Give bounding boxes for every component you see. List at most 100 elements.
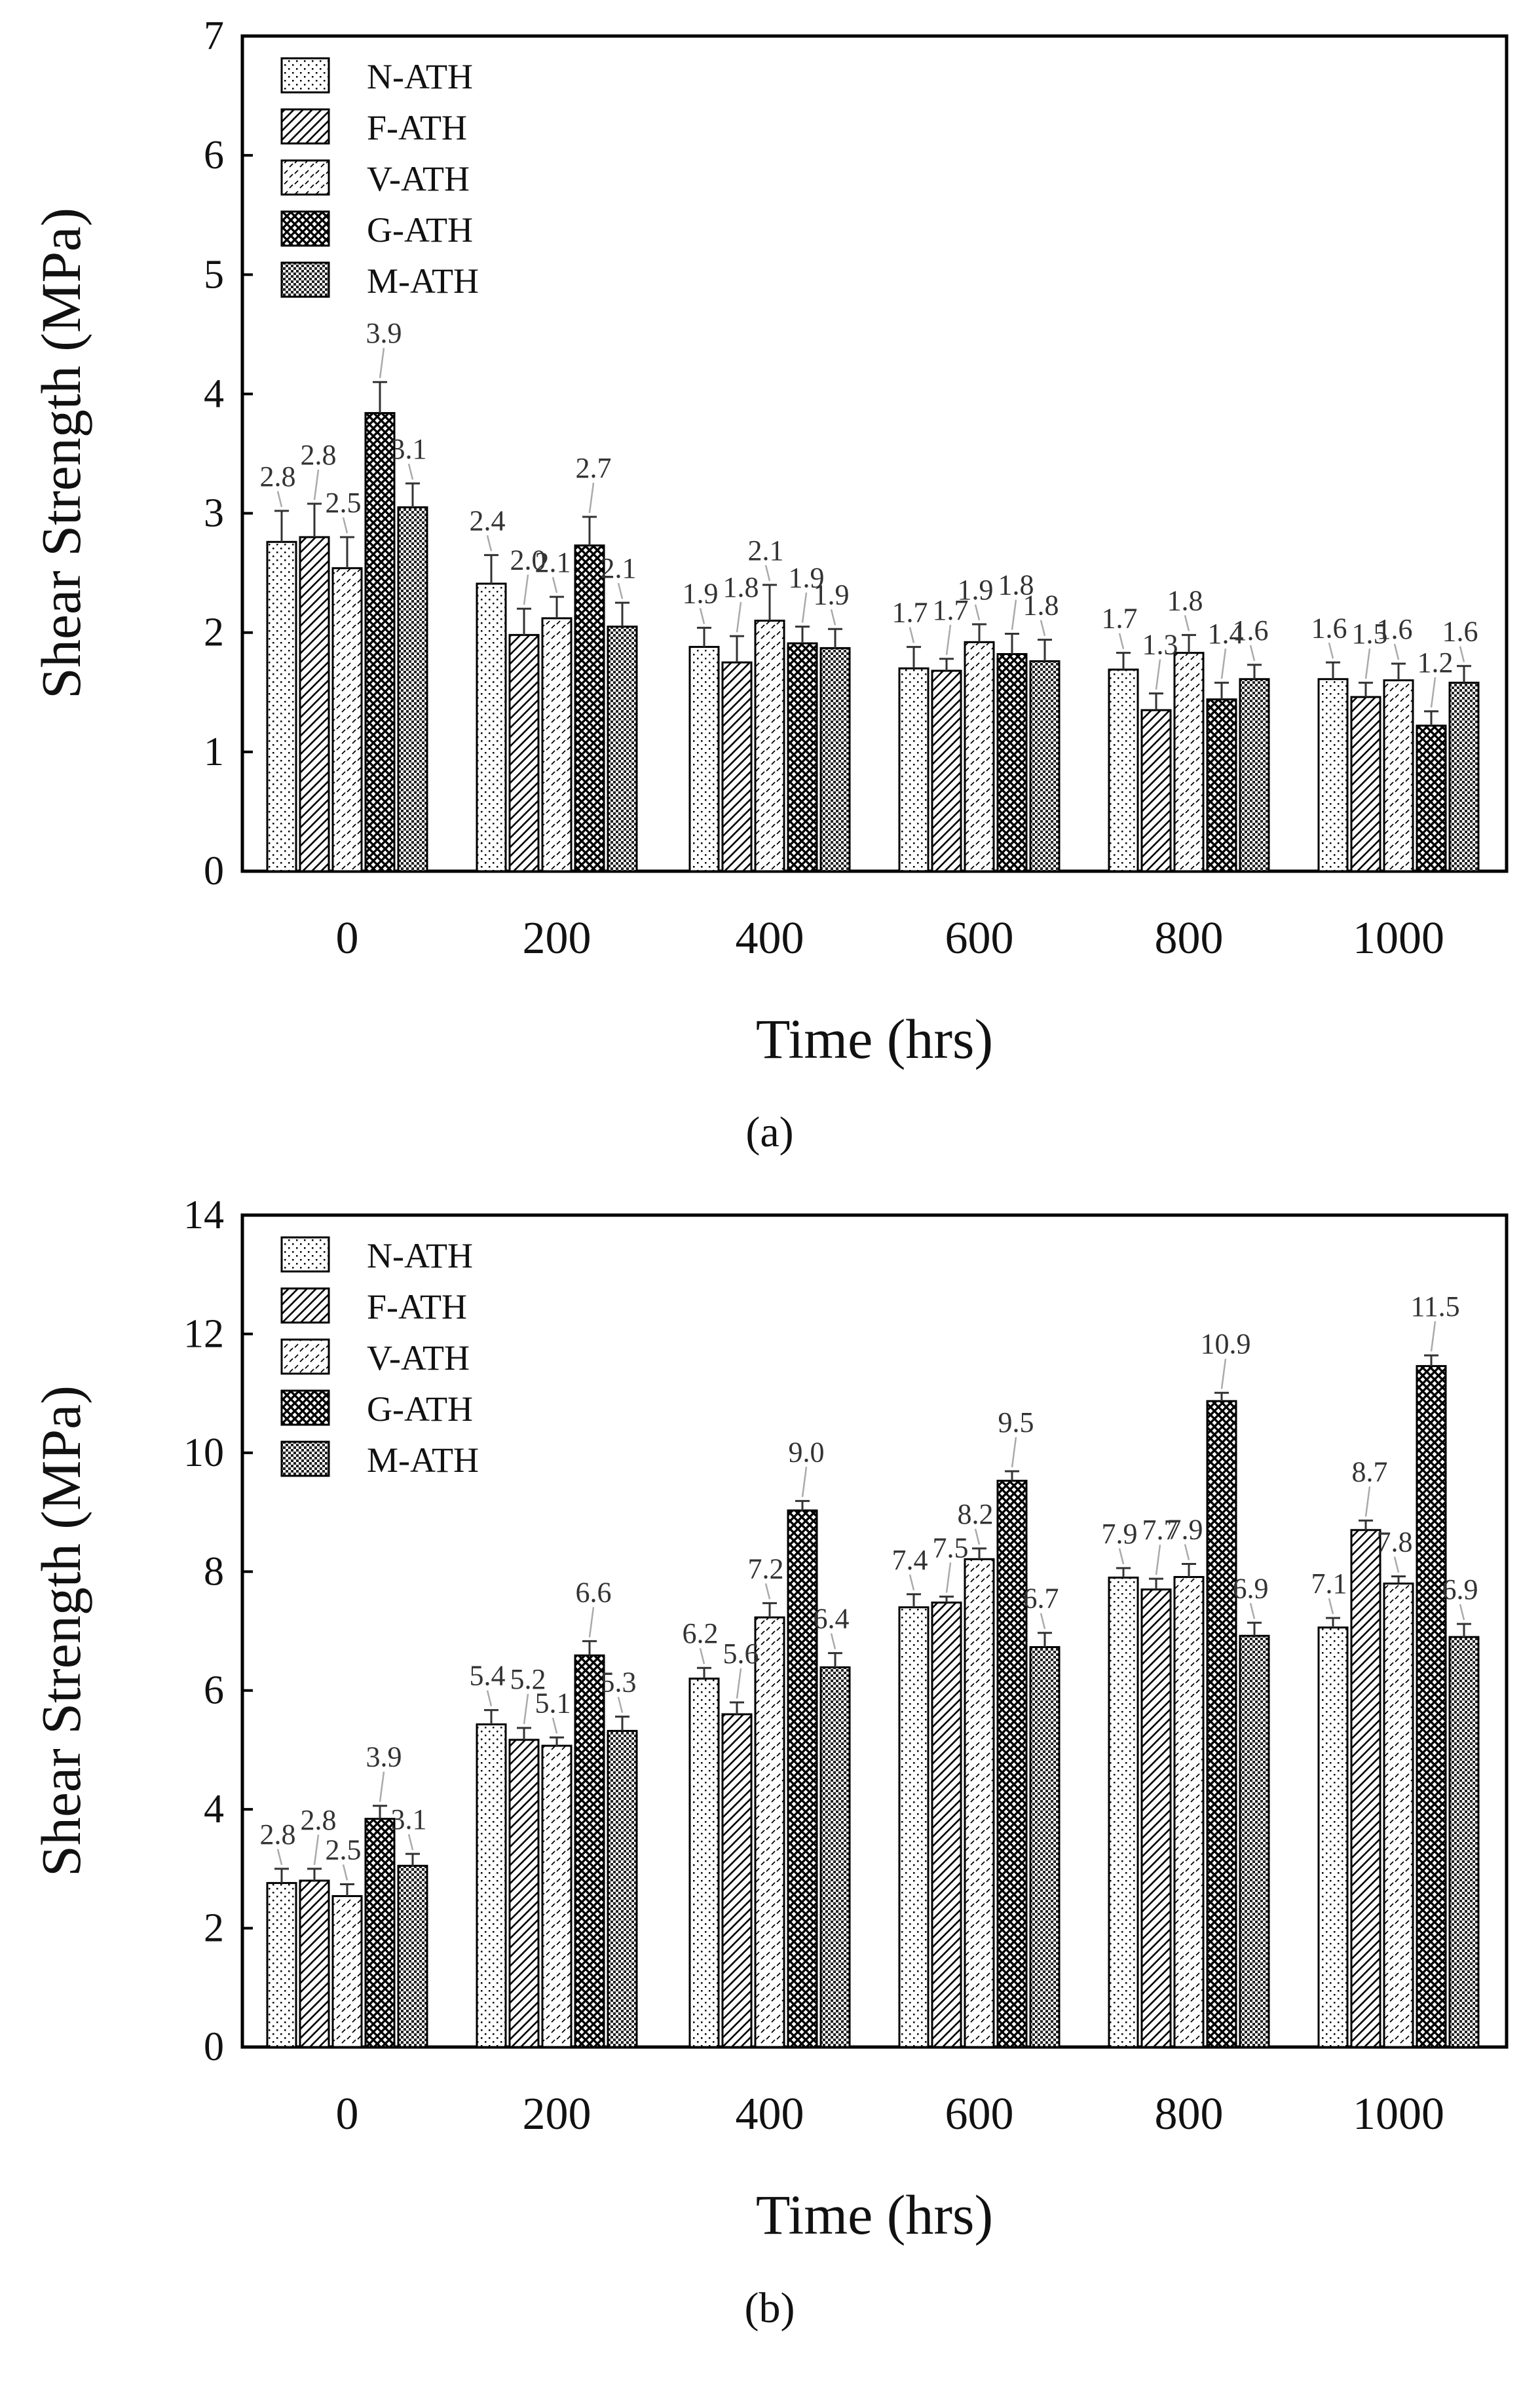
bar-n-ath-600 [898,667,930,873]
x-tick-label: 200 [523,2089,592,2139]
data-label: 5.4 [470,1660,506,1692]
bar-f-ath-400 [721,661,753,873]
data-label: 6.9 [1233,1572,1269,1604]
bar-m-ath-600 [1029,660,1061,873]
data-label: 2.1 [601,552,637,584]
y-tick-label: 0 [204,2025,224,2069]
data-label: 5.3 [601,1666,637,1699]
legend-swatch-n-ath [280,57,330,94]
bar-m-ath-600 [1029,1645,1061,2048]
label-leader-line [1040,1613,1046,1630]
label-leader-line [1459,646,1465,663]
data-label: 3.9 [366,317,402,349]
y-tick-label: 5 [204,252,224,297]
data-label: 1.8 [1023,590,1059,622]
y-tick-label: 1 [204,730,224,774]
label-leader-line [1184,1544,1190,1560]
data-label: 6.7 [1023,1583,1059,1615]
label-leader-line [699,1647,705,1664]
label-leader-line [552,576,558,593]
legend-swatch-v-ath [280,1338,330,1375]
bar-f-ath-1000 [1350,696,1381,873]
legend-label-f-ath: F-ATH [367,108,467,147]
x-tick-label: 400 [736,2089,804,2139]
data-label: 1.7 [933,594,969,626]
bar-f-ath-600 [931,669,962,873]
data-label: 7.7 [1142,1514,1178,1546]
data-label: 2.4 [470,504,506,536]
bar-m-ath-800 [1239,1634,1270,2048]
bar-n-ath-0 [266,540,297,873]
x-tick-label: 1000 [1353,2089,1444,2139]
data-label: 3.1 [391,433,427,465]
label-leader-line [801,1467,808,1497]
label-leader-line [699,608,705,624]
bar-g-ath-0 [364,412,396,873]
label-leader-line [617,1697,624,1713]
data-label: 5.1 [535,1687,571,1719]
legend-label-v-ath: V-ATH [367,159,470,198]
data-label: 1.8 [1167,584,1203,616]
bar-m-ath-400 [819,1666,851,2048]
label-leader-line [1393,643,1400,660]
bar-m-ath-200 [607,1729,638,2048]
label-leader-line [379,1771,385,1802]
label-leader-line [276,1849,283,1866]
bar-v-ath-1000 [1383,679,1414,873]
x-axis-label: Time (hrs) [756,1007,993,1070]
y-tick-label: 2 [204,1906,224,1951]
legend: N-ATH F-ATH V-ATH G-ATH M-ATH [280,57,479,301]
y-tick-label: 3 [204,491,224,536]
bar-g-ath-600 [996,653,1028,873]
label-leader-line [1393,1556,1400,1573]
label-leader-line [945,624,952,655]
y-tick-label: 0 [204,849,224,893]
legend-swatch-m-ath [280,261,330,298]
label-leader-line [974,604,981,621]
data-label: 2.1 [748,535,784,567]
label-leader-line [974,1528,981,1545]
panel-label: (a) [745,1108,793,1156]
data-label: 5.6 [723,1638,759,1670]
label-leader-line [1118,1548,1125,1565]
bar-g-ath-1000 [1416,724,1447,873]
data-label: 7.4 [892,1544,928,1576]
bar-n-ath-200 [476,1723,507,2048]
label-leader-line [313,469,320,500]
bar-n-ath-400 [688,1678,720,2048]
label-leader-line [909,627,915,643]
panel-label: (b) [745,2284,795,2332]
label-leader-line [552,1718,558,1734]
data-label: 9.0 [789,1436,825,1468]
legend-label-v-ath: V-ATH [367,1338,470,1378]
bar-n-ath-200 [476,582,507,873]
data-label: 2.0 [510,544,546,576]
data-labels: 2.8 5.4 6.2 7.4 7.9 7.1 2.8 5.2 5.6 7.5 7.7 8.7 2.5 5… [260,1290,1478,1881]
data-label: 7.9 [1167,1513,1203,1545]
data-label: 9.5 [998,1406,1034,1438]
bar-n-ath-800 [1108,1576,1139,2048]
data-label: 3.1 [391,1803,427,1835]
y-tick-label: 6 [204,1668,224,1713]
legend-label-m-ath: M-ATH [367,1440,479,1480]
data-label: 1.4 [1208,618,1244,650]
data-label: 2.8 [301,439,337,471]
data-label: 7.1 [1311,1568,1347,1600]
label-leader-line [1184,615,1190,631]
label-leader-line [1220,1359,1227,1389]
data-label: 8.7 [1352,1456,1388,1488]
data-label: 1.5 [1352,618,1388,650]
label-leader-line [1364,648,1371,679]
bar-f-ath-0 [299,1879,330,2048]
data-label: 1.7 [892,597,928,629]
x-ticks: 0 200 400 600 800 1000 [336,913,1445,964]
legend-swatch-v-ath [280,159,330,196]
bar-g-ath-800 [1206,1400,1237,2048]
label-leader-line [523,1693,529,1725]
y-tick-label: 2 [204,611,224,655]
bar-n-ath-800 [1108,668,1139,873]
legend-swatch-m-ath [280,1440,330,1477]
bar-n-ath-1000 [1317,1626,1349,2048]
bar-v-ath-400 [754,620,785,873]
